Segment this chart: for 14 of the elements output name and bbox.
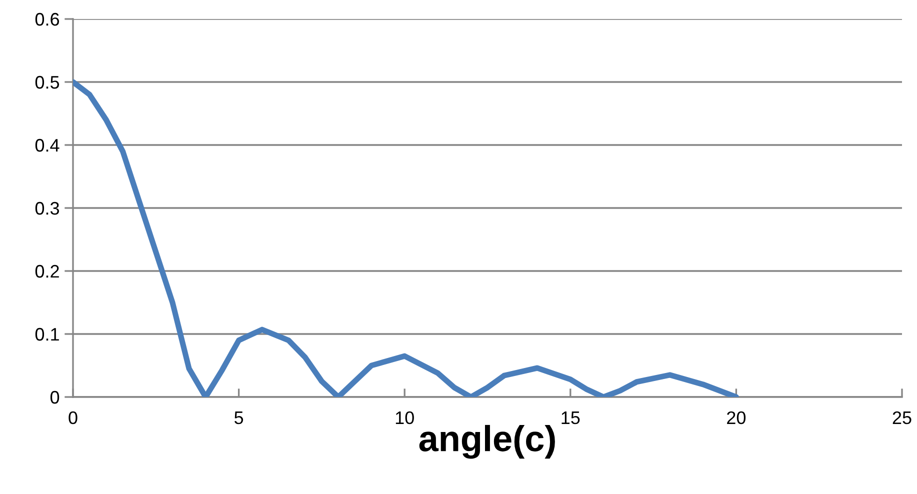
x-tick-label: 20 (727, 411, 746, 424)
y-tick-label: 0.1 (35, 328, 59, 341)
x-tick-label: 5 (234, 412, 244, 424)
y-tick-label: 0 (50, 390, 60, 404)
x-tick-label: 15 (562, 412, 580, 424)
y-tick-label: 0.4 (35, 138, 60, 152)
y-tick-label: 0.5 (35, 76, 60, 89)
x-tick-label: 0 (68, 411, 78, 424)
x-axis-title: angle(c) (419, 424, 555, 459)
x-tick-label: 10 (396, 411, 414, 424)
x-tick-label: 25 (892, 411, 912, 424)
y-tick-label: 0.3 (35, 202, 60, 215)
y-tick-label: 0.6 (35, 12, 60, 26)
y-tick-label: 0.2 (35, 264, 59, 278)
